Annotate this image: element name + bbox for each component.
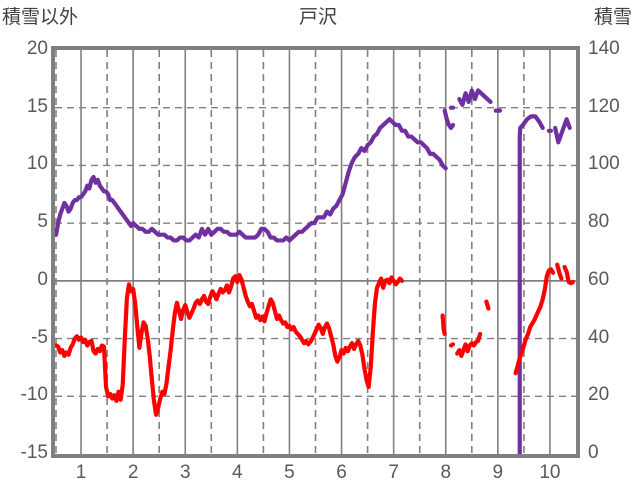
chart-title: 戸沢 [298,7,337,28]
x-tick-9: 9 [492,462,504,483]
y-tick-left--10: -10 [20,384,48,406]
chart-canvas [55,50,576,454]
series-line-積雪_seg4 [455,331,483,358]
y-tick-right-20: 20 [588,384,610,406]
x-tick-7: 7 [388,462,399,483]
x-tick-10: 10 [539,462,561,483]
series-line-積雪_seg7 [555,262,564,281]
x-tick-8: 8 [440,462,452,483]
y-tick-left--5: -5 [31,326,48,348]
series-line-積雪 [55,272,405,417]
series-line-積雪_seg2 [440,313,447,337]
series-line-積雪以外_seg6 [517,114,545,454]
x-tick-3: 3 [179,462,191,483]
series-line-積雪_seg5 [484,299,491,311]
y-tick-right-100: 100 [588,153,620,175]
series-line-積雪_seg6 [513,267,556,376]
y-tick-left--15: -15 [20,442,48,463]
y-tick-right-120: 120 [588,95,620,117]
y-tick-left-0: 0 [37,268,48,290]
y-tick-left-15: 15 [26,95,48,117]
y-tick-right-40: 40 [588,326,610,348]
y-tick-right-80: 80 [588,211,610,233]
series-line-積雪以外_seg8 [553,117,572,145]
y-tick-right-140: 140 [588,38,620,59]
y-tick-left-10: 10 [26,153,48,175]
series-line-積雪以外_seg3 [457,88,493,107]
series-line-積雪_seg8 [562,264,575,286]
plot-area [51,46,580,458]
x-tick-4: 4 [232,462,243,483]
right-axis-title: 積雪 [593,7,632,28]
y-tick-left-20: 20 [26,38,48,59]
x-tick-6: 6 [336,462,347,483]
left-axis-title: 積雪以外 [2,7,79,28]
y-tick-right-60: 60 [588,268,610,290]
y-tick-left-5: 5 [37,211,48,233]
x-tick-1: 1 [75,462,87,483]
series-line-積雪_seg3 [448,342,456,348]
series-line-積雪以外 [55,117,448,243]
series-line-積雪以外_seg4 [442,108,456,131]
x-tick-2: 2 [127,462,139,483]
y-tick-right-0: 0 [588,442,599,463]
x-tick-5: 5 [284,462,295,483]
